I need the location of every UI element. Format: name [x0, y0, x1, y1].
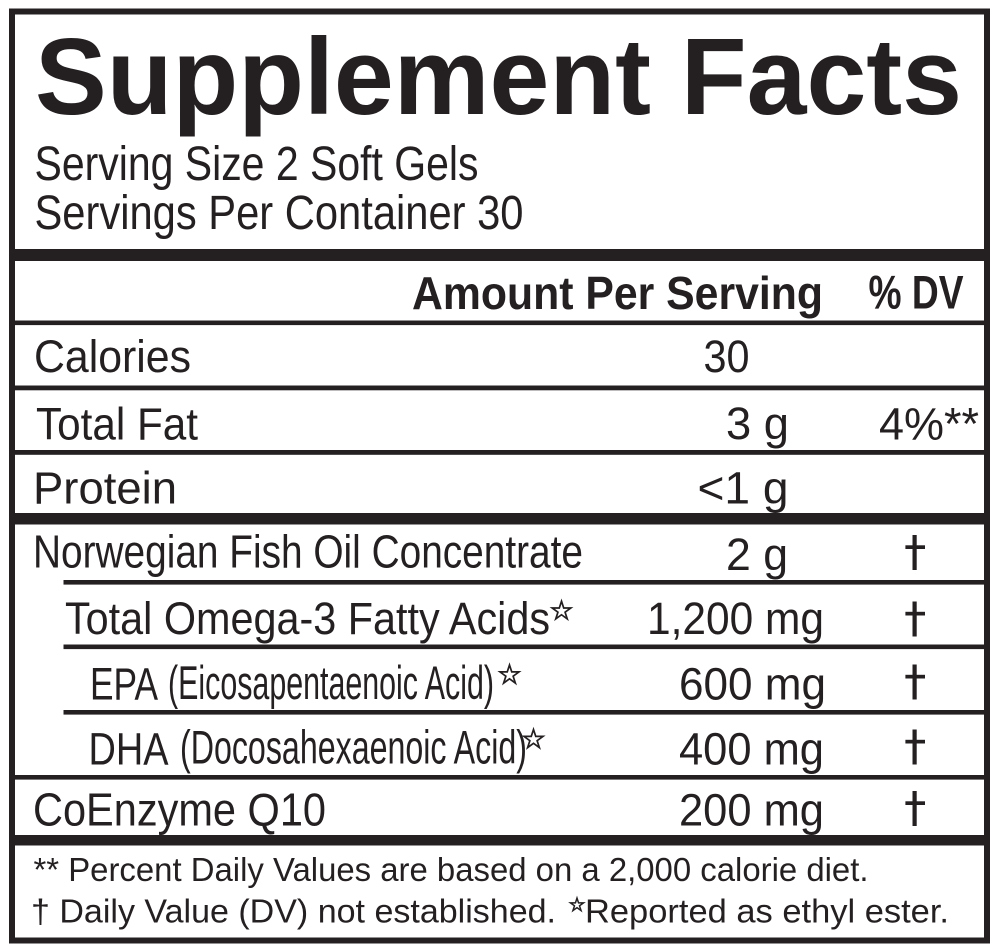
svg-text:Calories: Calories — [34, 331, 191, 382]
svg-text:200 mg: 200 mg — [679, 785, 824, 836]
svg-text:DHA: DHA — [89, 724, 169, 775]
svg-text:1,200 mg: 1,200 mg — [647, 593, 824, 644]
svg-text:4%**: 4%** — [879, 399, 979, 450]
svg-text:Serving Size 2 Soft Gels: Serving Size 2 Soft Gels — [35, 138, 479, 191]
svg-text:Amount Per Serving: Amount Per Serving — [412, 267, 823, 319]
svg-text:Norwegian Fish Oil Concentrate: Norwegian Fish Oil Concentrate — [33, 526, 583, 578]
svg-text:Total Fat: Total Fat — [36, 399, 198, 450]
svg-text:400 mg: 400 mg — [679, 724, 824, 775]
svg-text:Servings Per Container 30: Servings Per Container 30 — [35, 187, 524, 240]
svg-text:† Daily Value (DV) not establi: † Daily Value (DV) not established. — [31, 894, 556, 931]
svg-text:EPA: EPA — [90, 659, 158, 710]
svg-text:600 mg: 600 mg — [679, 659, 826, 710]
svg-text:% DV: % DV — [869, 266, 965, 319]
svg-text:CoEnzyme Q10: CoEnzyme Q10 — [33, 784, 326, 836]
svg-text:(Eicosapentaenoic Acid): (Eicosapentaenoic Acid) — [168, 656, 494, 709]
svg-text:3 g: 3 g — [726, 398, 789, 449]
svg-text:Reported as ethyl ester.: Reported as ethyl ester. — [585, 894, 949, 931]
svg-text:<1 g: <1 g — [698, 463, 789, 514]
svg-text:(Docosahexaenoic Acid): (Docosahexaenoic Acid) — [180, 721, 527, 774]
svg-text:** Percent Daily Values are ba: ** Percent Daily Values are based on a 2… — [34, 852, 869, 889]
svg-text:30: 30 — [704, 331, 750, 382]
svg-text:2 g: 2 g — [726, 529, 788, 580]
svg-text:Protein: Protein — [33, 463, 177, 514]
svg-text:Total Omega-3 Fatty Acids: Total Omega-3 Fatty Acids — [65, 593, 550, 644]
svg-text:Supplement Facts: Supplement Facts — [35, 16, 962, 138]
